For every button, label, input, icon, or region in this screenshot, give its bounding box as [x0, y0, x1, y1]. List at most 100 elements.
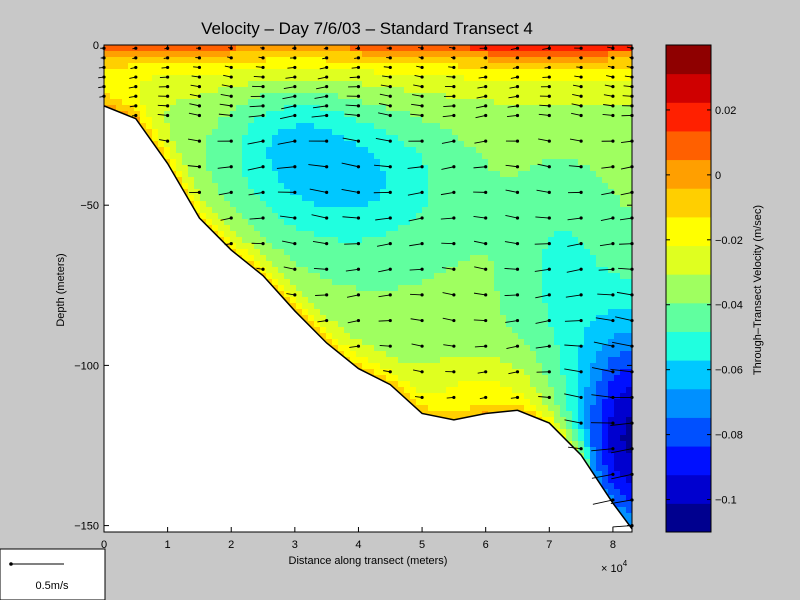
contour-cell: [536, 201, 543, 208]
contour-cell: [476, 255, 483, 262]
velocity-vector: [440, 191, 454, 196]
contour-cell: [626, 171, 632, 178]
contour-cell: [416, 357, 423, 364]
contour-cell: [578, 429, 585, 436]
contour-cell: [512, 105, 519, 112]
contour-cell: [368, 207, 375, 214]
vector-origin: [166, 85, 170, 89]
contour-cell: [536, 357, 543, 364]
contour-cell: [332, 297, 339, 304]
contour-cell: [416, 195, 423, 202]
contour-cell: [416, 75, 423, 82]
contour-cell: [266, 165, 273, 172]
contour-cell: [152, 111, 159, 118]
contour-cell: [530, 225, 537, 232]
contour-cell: [518, 189, 525, 196]
contour-cell: [158, 51, 165, 58]
contour-cell: [296, 231, 303, 238]
contour-cell: [464, 231, 471, 238]
velocity-vector: [441, 267, 454, 270]
contour-cell: [350, 87, 357, 94]
contour-cell: [596, 327, 603, 334]
vector-origin: [611, 498, 615, 502]
contour-cell: [362, 267, 369, 274]
vector-origin: [547, 370, 551, 374]
contour-cell: [434, 267, 441, 274]
contour-cell: [452, 159, 459, 166]
contour-cell: [302, 273, 309, 280]
contour-cell: [230, 183, 237, 190]
contour-cell: [572, 201, 579, 208]
contour-cell: [494, 375, 501, 382]
contour-cell: [416, 381, 423, 388]
contour-cell: [272, 141, 279, 148]
contour-cell: [620, 219, 627, 226]
contour-cell: [500, 69, 507, 76]
velocity-vector: [314, 95, 327, 99]
contour-cell: [560, 423, 567, 430]
vector-origin: [261, 190, 265, 194]
contour-cell: [398, 153, 405, 160]
contour-cell: [488, 363, 495, 370]
contour-cell: [530, 129, 537, 136]
contour-cell: [188, 183, 195, 190]
velocity-vector: [505, 320, 518, 323]
contour-cell: [422, 99, 429, 106]
contour-cell: [182, 117, 189, 124]
contour-cell: [506, 261, 513, 268]
contour-cell: [476, 297, 483, 304]
contour-cell: [518, 159, 525, 166]
contour-cell: [392, 69, 399, 76]
contour-cell: [626, 303, 632, 310]
contour-cell: [524, 177, 531, 184]
contour-cell: [548, 387, 555, 394]
vector-origin: [388, 56, 392, 60]
contour-cell: [506, 297, 513, 304]
contour-cell: [566, 99, 573, 106]
contour-cell: [380, 51, 387, 58]
contour-cell: [626, 333, 632, 340]
contour-cell: [536, 57, 543, 64]
vector-origin: [325, 242, 329, 246]
contour-cell: [248, 207, 255, 214]
contour-cell: [494, 105, 501, 112]
contour-cell: [206, 129, 213, 136]
contour-cell: [368, 129, 375, 136]
contour-cell: [212, 117, 219, 124]
contour-cell: [380, 249, 387, 256]
contour-cell: [338, 219, 345, 226]
contour-cell: [416, 201, 423, 208]
contour-cell: [452, 327, 459, 334]
contour-cell: [326, 303, 333, 310]
contour-cell: [608, 477, 615, 484]
contour-cell: [614, 399, 621, 406]
contour-cell: [524, 117, 531, 124]
contour-cell: [596, 207, 603, 214]
contour-cell: [422, 225, 429, 232]
contour-cell: [398, 375, 405, 382]
contour-cell: [320, 147, 327, 154]
velocity-vector: [220, 217, 232, 221]
contour-cell: [548, 45, 555, 52]
contour-cell: [470, 57, 477, 64]
vector-origin: [579, 46, 583, 50]
vector-origin: [293, 94, 297, 98]
contour-cell: [428, 213, 435, 220]
vector-origin: [484, 395, 488, 400]
contour-cell: [476, 345, 483, 352]
contour-cell: [506, 81, 513, 88]
contour-cell: [380, 57, 387, 64]
vector-origin: [229, 104, 233, 108]
contour-cell: [296, 237, 303, 244]
velocity-vector: [537, 163, 550, 168]
contour-cell: [272, 93, 279, 100]
contour-cell: [464, 171, 471, 178]
contour-cell: [422, 57, 429, 64]
contour-cell: [224, 129, 231, 136]
contour-cell: [194, 105, 201, 112]
contour-cell: [620, 171, 627, 178]
contour-cell: [374, 117, 381, 124]
contour-cell: [596, 309, 603, 316]
contour-cell: [308, 93, 315, 100]
contour-cell: [512, 219, 519, 226]
